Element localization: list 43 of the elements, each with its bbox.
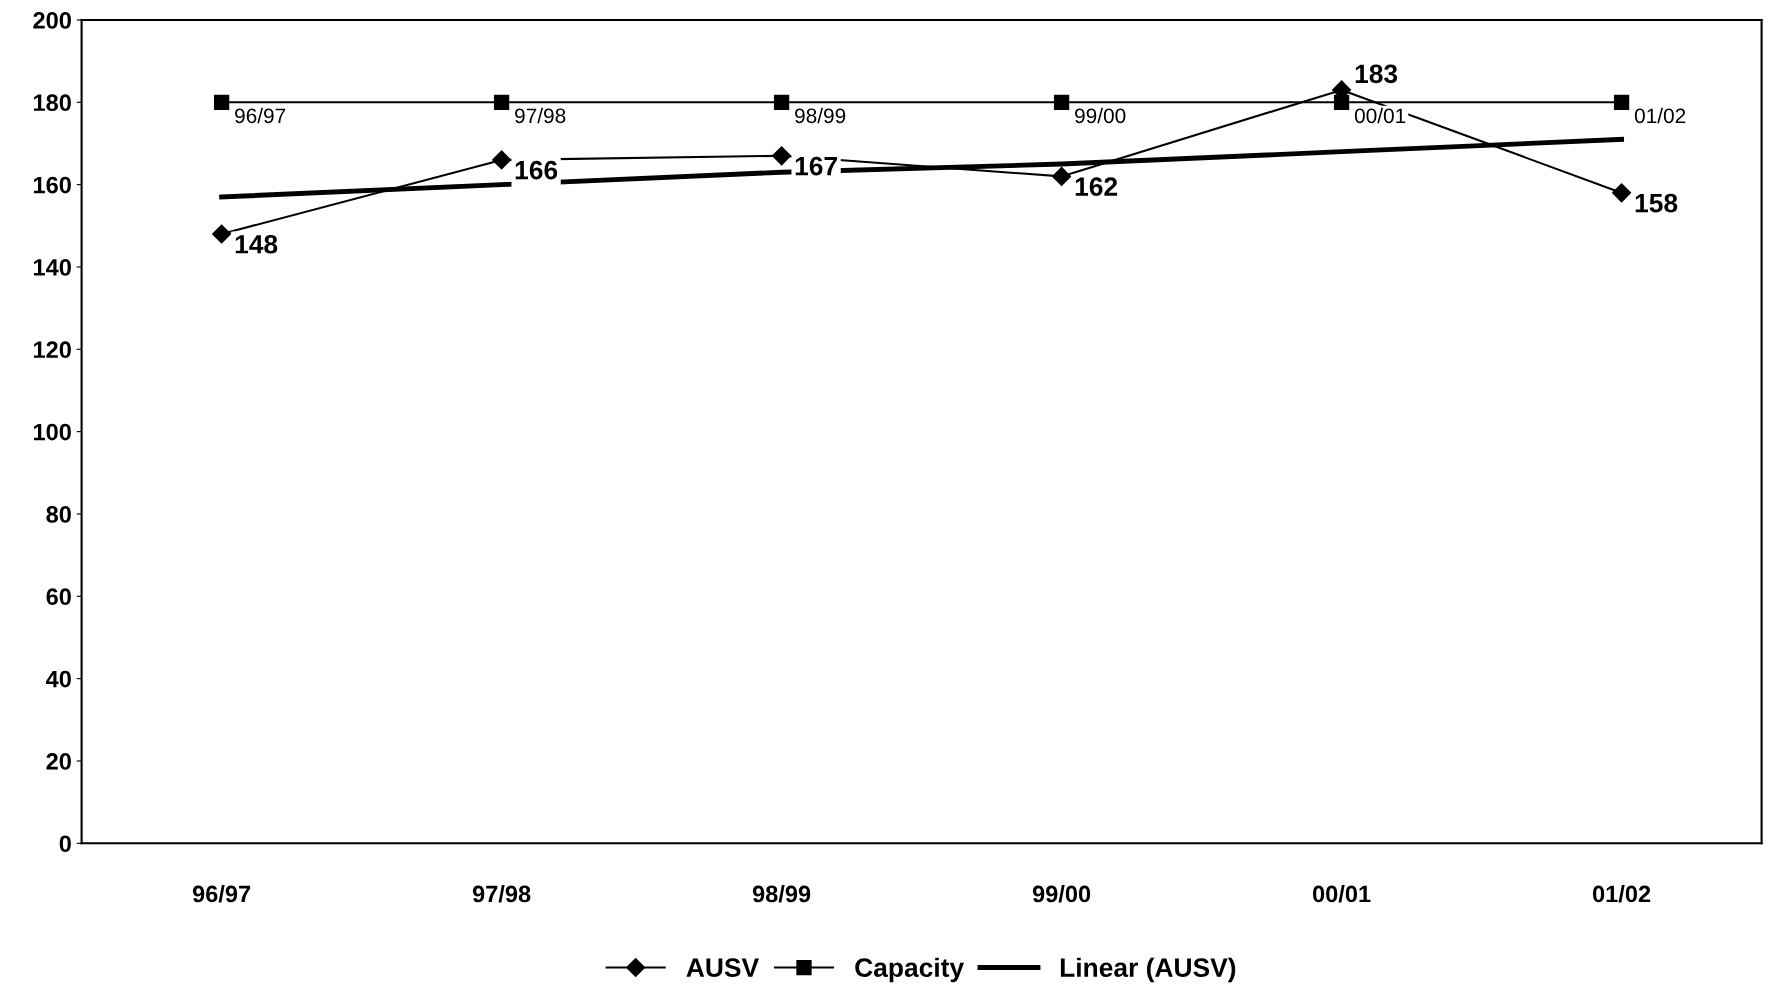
point	[1613, 94, 1630, 110]
x-tick-label: 99/00	[1032, 884, 1091, 903]
point	[773, 94, 790, 110]
y-tick-label: 180	[33, 94, 71, 112]
x-tick-label: 96/97	[192, 884, 251, 903]
y-tick-label: 160	[33, 176, 71, 194]
y-tick-label: 200	[33, 12, 71, 29]
annotation: 00/01	[1354, 107, 1406, 124]
data-label: 148	[235, 234, 278, 254]
y-tick-label: 60	[46, 588, 71, 606]
y-tick-label: 20	[46, 753, 71, 770]
data-label: 166	[515, 160, 558, 180]
point	[1612, 183, 1632, 203]
y-tick-label: 120	[33, 341, 71, 359]
annotation: 97/98	[515, 107, 566, 124]
y-tick-label: 100	[33, 423, 71, 441]
point	[213, 94, 230, 110]
annotation: 01/02	[1634, 107, 1686, 124]
x-tick-label: 97/98	[472, 884, 531, 903]
annotation: 99/00	[1075, 107, 1126, 124]
legend-label: Linear (AUSV)	[1060, 957, 1236, 983]
point	[1053, 94, 1070, 110]
y-tick-label: 40	[45, 670, 71, 688]
legend-label: AUSV	[686, 958, 759, 978]
y-tick-label: 0	[59, 835, 71, 853]
point	[212, 224, 232, 244]
point	[493, 94, 510, 110]
data-label: 162	[1075, 177, 1118, 196]
legend-label: Capacity	[855, 957, 964, 983]
x-tick-label: 98/99	[752, 884, 811, 903]
x-tick-label: 01/02	[1592, 884, 1651, 903]
annotation: 98/99	[795, 107, 846, 124]
point	[772, 146, 792, 166]
point	[492, 150, 512, 170]
data-label: 158	[1635, 193, 1678, 213]
x-tick-label: 00/01	[1312, 884, 1371, 903]
data-label: 183	[1355, 64, 1398, 84]
point	[1052, 166, 1072, 186]
data-label: 167	[795, 156, 837, 176]
y-tick-label: 80	[46, 506, 71, 523]
y-tick-label: 140	[33, 259, 71, 276]
point	[1333, 94, 1350, 110]
annotation: 96/97	[235, 107, 286, 124]
